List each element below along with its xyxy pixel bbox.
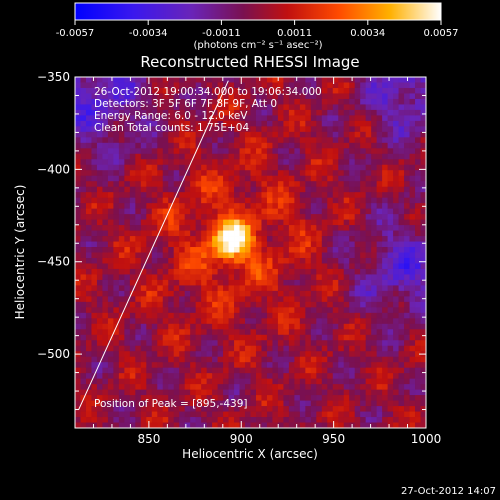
colorbar — [74, 2, 442, 21]
x-tick-label: 850 — [137, 432, 160, 446]
solar-limb-line — [78, 80, 229, 410]
x-tick-label: 1000 — [411, 432, 442, 446]
annotation-detectors: Detectors: 3F 5F 6F 7F 8F 9F, Att 0 — [94, 98, 277, 110]
y-tick-label: −450 — [37, 255, 70, 269]
x-tick-label: 900 — [230, 432, 253, 446]
annotation-energy-range: Energy Range: 6.0 - 12.0 keV — [94, 110, 248, 122]
x-axis-ticks: 850 900 950 1000 — [92, 77, 442, 446]
colorbar-tick-label: 0.0011 — [277, 28, 312, 39]
colorbar-tick-label: 0.0057 — [424, 28, 459, 39]
colorbar-tick-label: 0.0034 — [350, 28, 385, 39]
annotation-total-counts: Clean Total counts: 1.75E+04 — [94, 122, 249, 134]
chart-title: Reconstructed RHESSI Image — [140, 53, 359, 71]
peak-position-label: Position of Peak = [895,-439] — [94, 398, 248, 410]
y-axis-ticks: −350 −400 −450 −500 — [37, 70, 426, 429]
colorbar-tick-label: -0.0057 — [56, 28, 95, 39]
colorbar-tick-labels: -0.0057 -0.0034 -0.0011 0.0011 0.0034 0.0057 — [56, 28, 459, 39]
colorbar-ticks — [74, 20, 442, 25]
y-tick-label: −500 — [37, 347, 70, 361]
colorbar-tick-label: -0.0034 — [129, 28, 168, 39]
annotation-time-range: 26-Oct-2012 19:00:34.000 to 19:06:34.000 — [94, 86, 322, 98]
colorbar-unit-label: (photons cm⁻² s⁻¹ asec⁻²) — [193, 40, 322, 51]
y-axis-label: Heliocentric Y (arcsec) — [13, 185, 27, 320]
y-tick-label: −400 — [37, 162, 70, 176]
heatmap-image — [75, 77, 426, 428]
footer-timestamp: 27-Oct-2012 14:07 — [401, 486, 496, 497]
y-tick-label: −350 — [37, 70, 70, 84]
colorbar-tick-label: -0.0011 — [202, 28, 241, 39]
plot-frame — [74, 76, 427, 429]
x-tick-label: 950 — [322, 432, 345, 446]
x-axis-label: Heliocentric X (arcsec) — [182, 447, 318, 461]
